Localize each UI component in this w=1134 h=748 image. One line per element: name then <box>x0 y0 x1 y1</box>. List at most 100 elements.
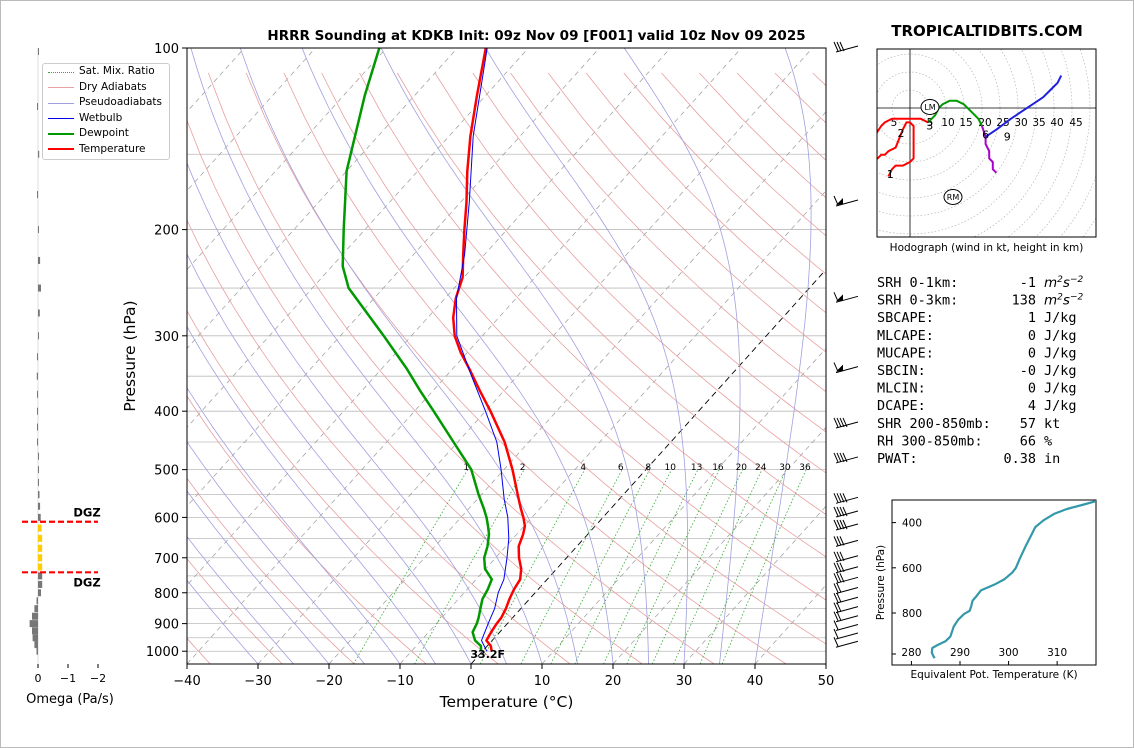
legend-entry-pseudoadiabats: Pseudoadiabats <box>43 95 169 111</box>
wind-barb-flag <box>842 493 848 503</box>
wind-barb-flag <box>839 519 845 530</box>
wind-barb-flag <box>833 292 839 302</box>
surface-temperature-label: 33.2F <box>470 648 505 661</box>
wind-barb-flag <box>836 573 842 583</box>
dry-adiabat <box>547 72 826 353</box>
wind-barb-flag <box>839 573 845 583</box>
wind-barb-flag <box>836 536 842 546</box>
wind-barb-flag <box>836 41 842 52</box>
omega-bar <box>38 478 39 486</box>
pseudoadiabat <box>187 441 365 664</box>
hodograph-ring-label: 15 <box>959 117 972 129</box>
parameter-label: RH 300-850mb: <box>877 433 983 449</box>
mixing-ratio-label: 30 <box>779 463 791 473</box>
x-tick-label: −10 <box>386 674 413 689</box>
mixing-ratio-label: 1 <box>463 463 469 473</box>
pseudoadiabat <box>187 387 401 664</box>
theta-e-y-tick-label: 800 <box>902 608 922 620</box>
hodograph-frame <box>876 48 1097 238</box>
omega-bar <box>38 544 43 552</box>
wind-barb <box>835 586 859 594</box>
wind-barb <box>835 510 859 518</box>
omega-bar <box>37 353 38 361</box>
hodograph-height-label: 1 <box>887 168 894 181</box>
omega-bar <box>36 647 38 655</box>
wind-barb <box>835 566 859 574</box>
theta-e-axis-label: Equivalent Pot. Temperature (K) <box>910 669 1077 681</box>
legend-entry-dewpoint: Dewpoint <box>43 126 169 142</box>
storm-motion-marker <box>943 189 963 205</box>
legend-label: Dewpoint <box>79 127 129 139</box>
dgz-label: DGZ <box>73 506 100 520</box>
parameter-label: SHR 200-850mb: <box>877 416 991 432</box>
skewt-content: 1 2 4 6 8 10 13 16 20 24 30 36 <box>187 48 826 664</box>
theta-e-x-tick-label: 290 <box>950 647 970 659</box>
x-tick-label: 30 <box>676 674 693 689</box>
hodograph-trace <box>985 75 1063 138</box>
parameter-unit: J/kg <box>1044 398 1077 414</box>
theta-e-x-tick-label: 300 <box>999 647 1019 659</box>
chart-title: HRRR Sounding at KDKB Init: 09z Nov 09 [… <box>267 28 805 44</box>
parameter-value: 0.38 <box>1003 451 1036 467</box>
storm-motion-marker <box>920 99 940 115</box>
hodograph-ring-label: 40 <box>1050 117 1063 129</box>
omega-bar <box>37 191 38 199</box>
wind-barb-flag <box>836 583 842 593</box>
parameter-unit: J/kg <box>1044 381 1077 397</box>
omega-bar <box>32 634 38 642</box>
isotherm-line <box>470 268 826 664</box>
parameter-value: 1 <box>1028 310 1036 326</box>
y-tick-label: 500 <box>154 464 179 479</box>
x-tick-label: 10 <box>534 674 551 689</box>
omega-bar <box>38 48 39 55</box>
omega-bar <box>37 438 38 446</box>
hodograph-height-label: 6 <box>982 129 989 142</box>
parameter-label: SRH 0-3km: <box>877 293 958 309</box>
series-wetbulb <box>456 48 510 652</box>
theta-e-content <box>930 500 1096 659</box>
parameter-value: 138 <box>1012 293 1036 309</box>
pseudoadiabat <box>485 48 688 664</box>
legend-entry-mixing-ratio: Sat. Mix. Ratio <box>43 64 169 80</box>
wind-barb <box>835 366 859 374</box>
wind-barb <box>835 555 859 563</box>
omega-bar <box>38 589 41 597</box>
theta-e-y-tick-label: 600 <box>902 563 922 575</box>
pseudoadiabat <box>187 579 259 664</box>
omega-bar <box>38 452 39 460</box>
wind-barb <box>835 615 859 623</box>
skewt-legend: Sat. Mix. Ratio Dry Adiabats Pseudoadiab… <box>42 63 170 160</box>
omega-bar <box>38 150 40 158</box>
omega-x-tick-label: −1 <box>60 672 76 685</box>
hodograph-ring-label: 5 <box>891 117 898 129</box>
x-tick-label: 0 <box>467 674 475 689</box>
wind-barb-flag <box>836 452 842 463</box>
omega-bar <box>38 226 39 234</box>
mixing-ratio-label: 24 <box>755 463 767 473</box>
legend-label: Dry Adiabats <box>79 80 147 93</box>
mixing-ratio-line <box>651 469 743 664</box>
pseudoadiabat <box>187 161 507 664</box>
legend-label: Wetbulb <box>79 111 123 124</box>
omega-x-tick-label: 0 <box>35 672 42 685</box>
wind-barb-flag <box>836 593 842 603</box>
omega-bar <box>38 284 41 292</box>
y-tick-label: 400 <box>154 405 179 420</box>
pseudoadiabat <box>301 48 614 664</box>
parameter-unit: J/kg <box>1044 310 1077 326</box>
y-tick-label: 800 <box>154 587 179 602</box>
pseudoadiabat <box>187 325 436 664</box>
dry-adiabat <box>321 72 826 601</box>
omega-bar <box>38 513 41 521</box>
mixing-ratio-line <box>574 469 672 664</box>
omega-bar <box>38 563 43 571</box>
theta-e-x-tick-label: 310 <box>1047 647 1067 659</box>
theta-e-frame <box>891 499 1097 666</box>
dry-adiabat <box>208 72 715 664</box>
parameter-label: MLCIN: <box>877 381 926 397</box>
parameter-value: 0 <box>1028 345 1036 361</box>
mixing-ratio-line <box>673 469 763 664</box>
omega-bar <box>29 620 38 628</box>
wind-barb <box>835 45 859 53</box>
legend-entry-temperature: Temperature <box>43 142 169 158</box>
